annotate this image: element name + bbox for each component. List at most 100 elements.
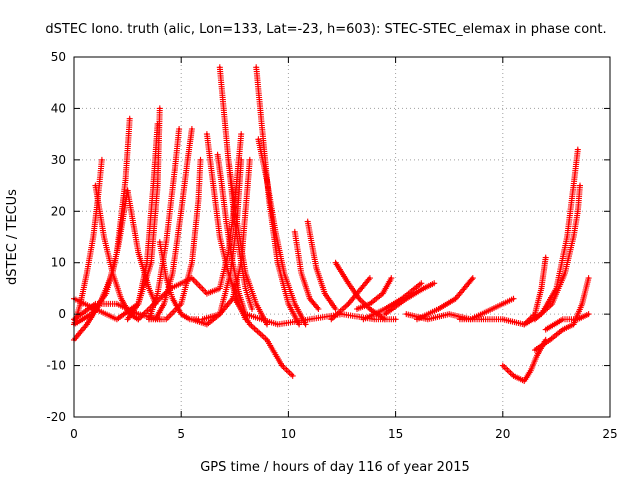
series-3 [124, 187, 159, 307]
data-point [523, 379, 526, 383]
data-point [85, 271, 89, 275]
data-point [244, 287, 247, 290]
data-point [306, 220, 309, 223]
data-point [250, 307, 254, 311]
data-point [225, 220, 228, 223]
x-axis-title: GPS time / hours of day 116 of year 2015 [200, 460, 470, 475]
data-point [165, 240, 168, 244]
data-point [190, 318, 194, 321]
data-point [467, 282, 470, 285]
x-tick-label: 5 [177, 427, 185, 441]
data-point [282, 271, 286, 275]
data-point [561, 328, 564, 331]
data-point [287, 302, 290, 306]
data-point [212, 184, 215, 187]
series-25 [332, 259, 388, 323]
data-point [358, 297, 361, 300]
y-tick-label: 20 [51, 204, 66, 218]
data-point [330, 318, 333, 321]
data-point [368, 302, 372, 306]
data-point [150, 261, 153, 264]
data-point [422, 287, 425, 290]
data-point [169, 287, 172, 290]
data-point [173, 168, 176, 172]
data-point [274, 230, 277, 234]
data-point [201, 318, 204, 321]
series-27 [354, 275, 395, 312]
data-point [587, 312, 590, 316]
data-point [533, 312, 537, 316]
data-point [180, 312, 183, 316]
data-point [578, 184, 582, 187]
data-point [576, 318, 579, 321]
data-point [383, 312, 387, 316]
data-point [233, 297, 236, 300]
data-point [405, 297, 408, 300]
x-tick-label: 15 [388, 427, 403, 441]
data-point [265, 338, 269, 342]
data-point [535, 354, 539, 357]
data-point [360, 287, 363, 290]
data-point [540, 287, 543, 290]
data-point [85, 323, 89, 326]
data-point [501, 318, 504, 321]
data-point [565, 235, 569, 239]
data-point [240, 132, 243, 136]
data-point [171, 297, 174, 300]
data-point [205, 323, 209, 326]
data-point [137, 312, 140, 316]
data-point [587, 276, 590, 280]
data-point [102, 235, 106, 239]
data-point [220, 184, 224, 187]
data-point [334, 307, 337, 311]
data-point [156, 184, 159, 187]
data-point [368, 307, 372, 311]
data-point [94, 184, 97, 187]
data-point [190, 261, 194, 264]
data-point [94, 302, 97, 306]
data-point [255, 66, 258, 69]
data-point [480, 318, 483, 321]
data-point [227, 251, 230, 254]
data-point [550, 302, 554, 306]
data-point [381, 292, 384, 295]
series-26 [328, 275, 373, 323]
data-point [323, 292, 326, 295]
data-point [156, 292, 159, 295]
data-point [165, 318, 168, 321]
data-point [158, 107, 161, 110]
x-tick-label: 25 [602, 427, 617, 441]
series-10 [146, 156, 204, 323]
data-point [572, 235, 575, 239]
data-point [572, 323, 575, 326]
data-point [94, 307, 97, 311]
data-point [115, 318, 119, 321]
data-point [347, 282, 350, 285]
chart-title: dSTEC Iono. truth (alic, Lon=133, Lat=-2… [45, 22, 606, 37]
data-point [152, 184, 155, 187]
data-point [533, 348, 537, 352]
data-point [572, 184, 575, 187]
data-point [240, 158, 243, 162]
data-point [383, 318, 387, 321]
data-point [512, 374, 515, 378]
data-point [368, 276, 372, 280]
data-point [501, 364, 504, 367]
data-point [165, 276, 168, 280]
y-tick-label: -10 [46, 359, 66, 373]
data-point [405, 312, 408, 316]
data-point [218, 312, 221, 316]
data-point [240, 261, 243, 264]
data-point [248, 323, 251, 326]
data-point [426, 318, 429, 321]
y-tick-label: -20 [46, 410, 66, 424]
data-point [300, 271, 303, 275]
data-point [229, 271, 232, 275]
data-point [90, 312, 93, 316]
series-22 [291, 228, 322, 312]
data-point [218, 235, 221, 239]
data-point [390, 276, 393, 280]
data-point [216, 153, 219, 156]
data-point [145, 261, 149, 264]
y-axis-title: dSTEC / TECUs [5, 189, 20, 285]
